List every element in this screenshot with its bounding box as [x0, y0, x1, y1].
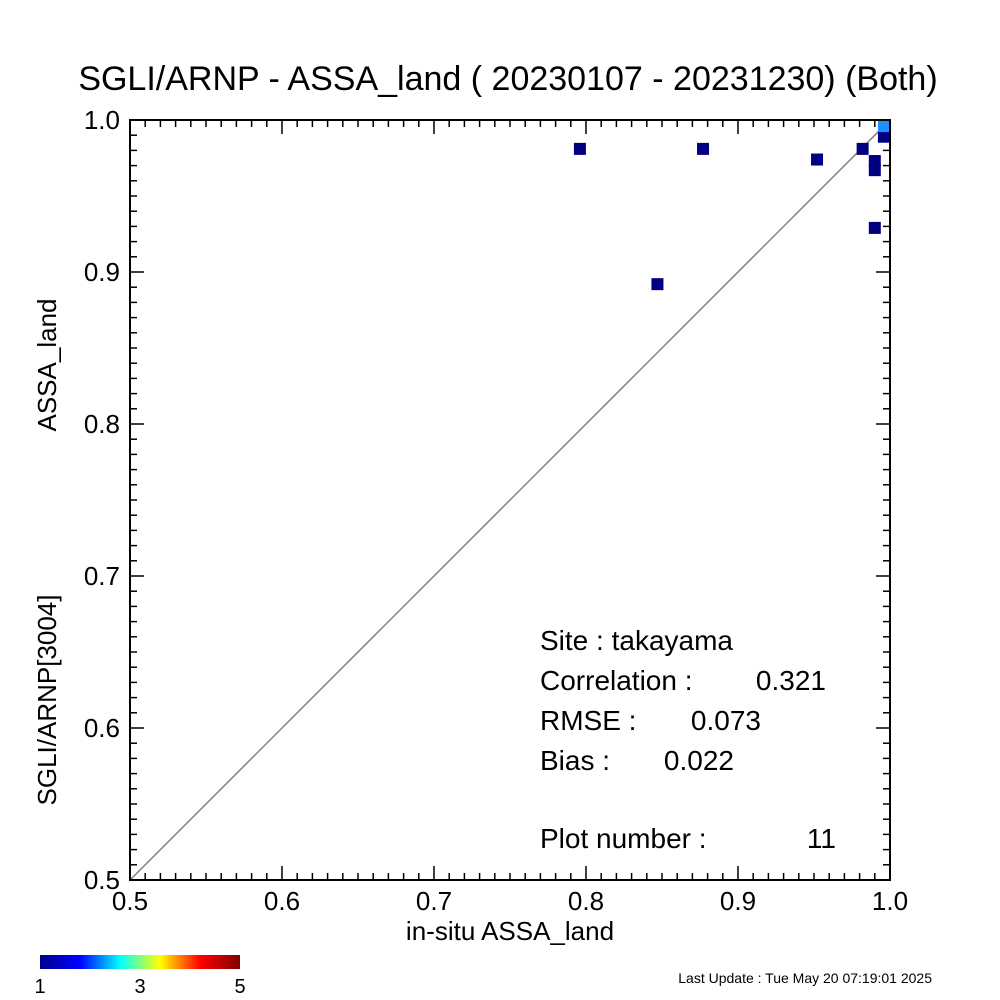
- x-axis-label: in-situ ASSA_land: [406, 916, 614, 946]
- data-point: [877, 130, 890, 143]
- y-tick-label: 0.5: [84, 865, 120, 895]
- y-tick-label: 1.0: [84, 105, 120, 135]
- y-tick-label: 0.6: [84, 713, 120, 743]
- data-point: [868, 164, 881, 177]
- y-tick-label: 0.7: [84, 561, 120, 591]
- y-axis-label-part1: SGLI/ARNP[3004]: [32, 595, 62, 806]
- y-axis-label-part2: ASSA_land: [32, 299, 62, 432]
- data-point: [651, 278, 664, 291]
- data-point: [697, 142, 710, 155]
- data-points: [573, 120, 890, 291]
- y-tick-label: 0.9: [84, 257, 120, 287]
- plot-frame: [129, 119, 891, 881]
- data-point: [868, 221, 881, 234]
- x-tick-label: 0.6: [264, 886, 300, 916]
- x-tick-label: 1.0: [872, 886, 908, 916]
- x-tick-label: 0.8: [568, 886, 604, 916]
- correlation-value: 0.321: [756, 665, 826, 696]
- x-tick-label: 0.7: [416, 886, 452, 916]
- tick-labels: 0.5 0.6 0.7 0.8 0.9 1.0 0.5 0.6 0.7 0.8 0.9 1.0: [84, 105, 908, 916]
- data-point: [811, 153, 824, 166]
- axis-ticks: [129, 119, 891, 881]
- stats-box: Site : takayama Correlation : 0.321 RMSE…: [540, 625, 836, 854]
- x-tick-label: 0.5: [112, 886, 148, 916]
- colorbar-tick-mid: 3: [134, 976, 145, 998]
- colorbar-tick-max: 5: [234, 976, 245, 998]
- one-to-one-line: [130, 120, 890, 880]
- last-update: Last Update : Tue May 20 07:19:01 2025: [678, 970, 932, 986]
- rmse-value: 0.073: [691, 705, 761, 736]
- data-point: [877, 120, 890, 133]
- plot-number-value: 11: [807, 823, 836, 854]
- chart-title: SGLI/ARNP - ASSA_land ( 20230107 - 20231…: [78, 60, 937, 98]
- data-point: [856, 142, 869, 155]
- site-label: Site : takayama: [540, 625, 733, 656]
- correlation-label: Correlation :: [540, 665, 693, 696]
- colorbar-gradient: [40, 955, 240, 969]
- bias-label: Bias :: [540, 745, 610, 776]
- y-axis-label: SGLI/ARNP[3004] ASSA_land: [32, 299, 62, 806]
- x-tick-label: 0.9: [720, 886, 756, 916]
- data-point: [868, 155, 881, 168]
- colorbar-tick-min: 1: [34, 976, 45, 998]
- colorbar: 1 3 5: [34, 955, 246, 998]
- y-tick-label: 0.8: [84, 409, 120, 439]
- data-point: [573, 142, 586, 155]
- plot-number-label: Plot number :: [540, 823, 707, 854]
- rmse-label: RMSE :: [540, 705, 636, 736]
- bias-value: 0.022: [664, 745, 734, 776]
